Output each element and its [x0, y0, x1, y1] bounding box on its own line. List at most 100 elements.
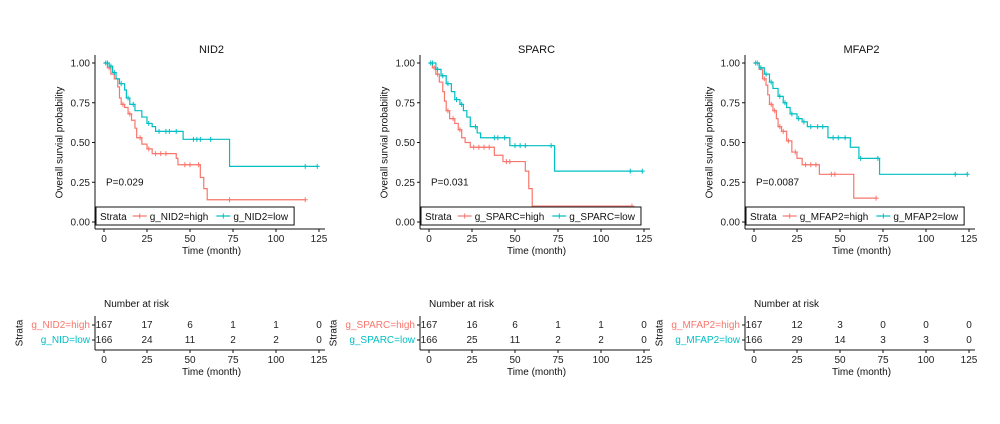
censor-mark-low [639, 168, 645, 174]
risk-count: 167 [421, 320, 438, 331]
legend-censor-icon [880, 213, 886, 219]
risk-x-tick-label: 50 [509, 355, 521, 366]
censor-mark-low [459, 101, 465, 107]
risk-x-tick-label: 25 [466, 355, 478, 366]
survival-curve-low [104, 62, 318, 167]
censor-mark-low [517, 143, 523, 149]
censor-mark-low [782, 100, 788, 106]
censor-mark-low [445, 81, 451, 87]
x-tick-label: 125 [311, 234, 328, 245]
risk-count: 1 [598, 320, 604, 331]
censor-mark-high [163, 151, 169, 157]
risk-count: 0 [641, 320, 647, 331]
risk-count: 16 [466, 320, 478, 331]
censor-mark-low [111, 70, 117, 76]
x-tick-label: 25 [141, 234, 153, 245]
risk-x-tick-label: 0 [426, 355, 432, 366]
censor-mark-low [835, 135, 841, 141]
risk-x-tick-label: 75 [552, 355, 564, 366]
x-tick-label: 25 [466, 234, 478, 245]
risk-count: 2 [598, 335, 604, 346]
risk-count: 0 [966, 320, 972, 331]
censor-mark-low [830, 135, 836, 141]
x-tick-label: 100 [593, 234, 610, 245]
risk-x-tick-label: 100 [593, 355, 610, 366]
risk-x-tick-label: 125 [311, 355, 328, 366]
censor-mark-high [481, 144, 487, 150]
censor-mark-low [789, 111, 795, 117]
legend-title: Strata [425, 212, 452, 223]
censor-mark-low [858, 155, 864, 161]
risk-table: Number at risk g_MFAP2=high 167 12 3 0 0 0 g_MFA… [654, 299, 977, 378]
x-tick-label: 50 [184, 234, 196, 245]
censor-mark-low [472, 124, 478, 130]
legend-censor-icon [462, 213, 468, 219]
risk-y-label: Strata [14, 319, 25, 346]
legend-entry-low: g_MFAP2=low [893, 212, 959, 223]
risk-count: 0 [923, 320, 929, 331]
legend-censor-icon [787, 213, 793, 219]
risk-row-label-low: g_MFAP2=low [675, 335, 741, 346]
censor-mark-low [801, 119, 807, 125]
y-tick-label: 1.00 [396, 59, 416, 70]
censor-mark-low [130, 101, 136, 107]
y-tick-label: 1.00 [71, 59, 91, 70]
censor-mark-low [118, 81, 124, 87]
risk-x-tick-label: 125 [636, 355, 653, 366]
censor-mark-high [471, 144, 477, 150]
y-tick-label: 0.75 [721, 98, 741, 109]
x-tick-label: 75 [227, 234, 239, 245]
censor-mark-low [197, 136, 203, 142]
risk-count: 0 [316, 320, 322, 331]
censor-mark-high [792, 149, 798, 155]
censor-mark-high [457, 127, 463, 133]
censor-mark-low [627, 168, 633, 174]
risk-count: 11 [185, 335, 196, 346]
legend-entry-high: g_NID2=high [150, 212, 209, 223]
risk-x-tick-label: 50 [834, 355, 846, 366]
y-tick-label: 0.75 [396, 98, 416, 109]
legend-censor-icon [137, 213, 143, 219]
risk-count: 2 [230, 335, 236, 346]
risk-count: 166 [421, 335, 438, 346]
survival-curve-low [429, 62, 643, 172]
y-axis-label: Overall survial probability [380, 87, 391, 199]
risk-count: 29 [791, 335, 803, 346]
censor-mark-high [785, 138, 791, 144]
risk-count: 14 [834, 335, 846, 346]
censor-mark-high [772, 108, 778, 114]
censor-mark-low [166, 128, 172, 134]
censor-mark-low [512, 143, 518, 149]
risk-row-label-low: g_NID=low [41, 335, 91, 346]
x-tick-label: 0 [751, 234, 757, 245]
y-tick-label: 0.75 [71, 98, 91, 109]
risk-count: 25 [466, 335, 478, 346]
survival-curve-high [754, 62, 877, 199]
risk-x-label: Time (month) [832, 367, 891, 378]
censor-mark-high [803, 162, 809, 168]
risk-count: 167 [746, 320, 763, 331]
censor-mark-low [314, 163, 320, 169]
risk-count: 0 [316, 335, 322, 346]
y-tick-label: 0.25 [71, 178, 91, 189]
p-value: P=0.031 [431, 177, 469, 188]
risk-x-tick-label: 50 [184, 355, 196, 366]
risk-row-label-low: g_SPARC=low [349, 335, 415, 346]
x-tick-label: 50 [834, 234, 846, 245]
x-axis-label: Time (month) [507, 246, 566, 257]
risk-count: 24 [141, 335, 153, 346]
risk-count: 3 [837, 320, 843, 331]
risk-count: 2 [555, 335, 561, 346]
risk-x-tick-label: 25 [791, 355, 803, 366]
risk-row-label-high: g_SPARC=high [345, 320, 415, 331]
legend-box [95, 206, 295, 226]
censor-mark-high [435, 71, 441, 77]
risk-count: 1 [273, 320, 279, 331]
risk-count: 167 [96, 320, 113, 331]
risk-count: 166 [96, 335, 113, 346]
risk-x-label: Time (month) [507, 367, 566, 378]
legend-title: Strata [750, 212, 777, 223]
